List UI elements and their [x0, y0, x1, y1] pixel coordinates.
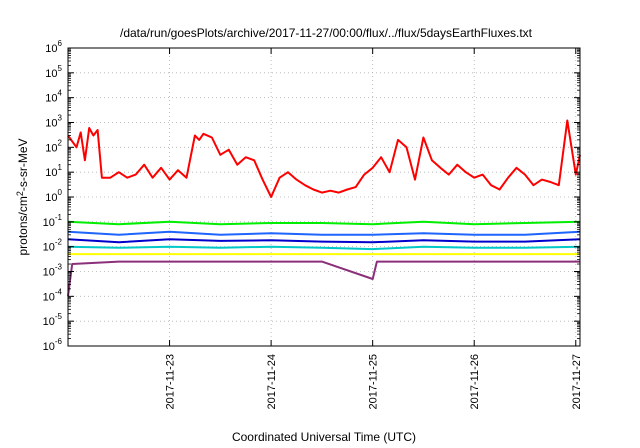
y-tick-exponent: -1: [55, 213, 63, 222]
y-tick-base: 10: [43, 291, 55, 303]
y-tick-exponent: -3: [55, 263, 63, 272]
series-line: [67, 238, 581, 244]
series-group: [67, 119, 581, 297]
y-tick-exponent: 6: [58, 39, 63, 48]
y-tick-base: 10: [45, 167, 57, 179]
chart-title: /data/run/goesPlots/archive/2017-11-27/0…: [120, 26, 533, 40]
y-tick-base: 10: [43, 242, 55, 254]
y-axis-label-rest: -s-sr-MeV: [16, 138, 30, 191]
y-tick-label: 10-5: [43, 312, 63, 328]
y-tick-base: 10: [43, 316, 55, 328]
series-line: [67, 119, 581, 198]
y-tick-label: 10-3: [43, 263, 63, 279]
y-tick-label: 100: [45, 188, 62, 204]
y-tick-base: 10: [45, 142, 57, 154]
y-tick-base: 10: [43, 217, 55, 229]
y-tick-exponent: 0: [58, 188, 63, 197]
y-axis-label: protons/cm2-s-sr-MeV: [15, 138, 30, 255]
x-axis-label: Coordinated Universal Time (UTC): [232, 430, 416, 444]
series-line: [67, 245, 581, 251]
y-tick-label: 103: [45, 114, 62, 130]
x-tick-label: 2017-11-26: [469, 354, 481, 409]
y-tick-exponent: -5: [55, 312, 63, 321]
y-tick-label: 10-6: [43, 337, 63, 353]
y-tick-exponent: -4: [55, 287, 63, 296]
x-tick-label: 2017-11-24: [266, 354, 278, 409]
y-tick-label: 10-2: [43, 238, 63, 254]
y-tick-exponent: -2: [55, 238, 63, 247]
y-tick-base: 10: [45, 43, 57, 55]
y-tick-base: 10: [45, 118, 57, 130]
series-line: [67, 260, 580, 297]
series-line: [67, 230, 581, 236]
y-tick-label: 104: [45, 89, 62, 105]
y-tick-base: 10: [45, 192, 57, 204]
y-tick-label: 106: [45, 39, 62, 55]
y-tick-label: 10-1: [43, 213, 63, 229]
x-tick-label: 2017-11-23: [165, 354, 177, 409]
y-tick-label: 102: [45, 138, 62, 154]
y-tick-base: 10: [43, 267, 55, 279]
y-tick-base: 10: [43, 341, 55, 353]
y-tick-base: 10: [45, 68, 57, 80]
y-tick-exponent: 4: [58, 89, 63, 98]
y-tick-exponent: 3: [58, 114, 63, 123]
series-line: [67, 220, 581, 226]
x-tick-label: 2017-11-25: [368, 354, 380, 409]
y-tick-exponent: 2: [58, 138, 63, 147]
y-tick-base: 10: [45, 93, 57, 105]
y-tick-exponent: -6: [55, 337, 63, 346]
y-tick-label: 10-4: [43, 287, 63, 303]
y-tick-exponent: 1: [58, 163, 63, 172]
y-tick-exponent: 5: [58, 64, 63, 73]
x-tick-label: 2017-11-27: [571, 354, 583, 409]
y-axis-label-superscript: 2: [15, 191, 25, 196]
axis-ticks: 10-610-510-410-310-210-11001011021031041…: [43, 39, 583, 409]
y-tick-label: 105: [45, 64, 62, 80]
y-tick-label: 101: [45, 163, 62, 179]
